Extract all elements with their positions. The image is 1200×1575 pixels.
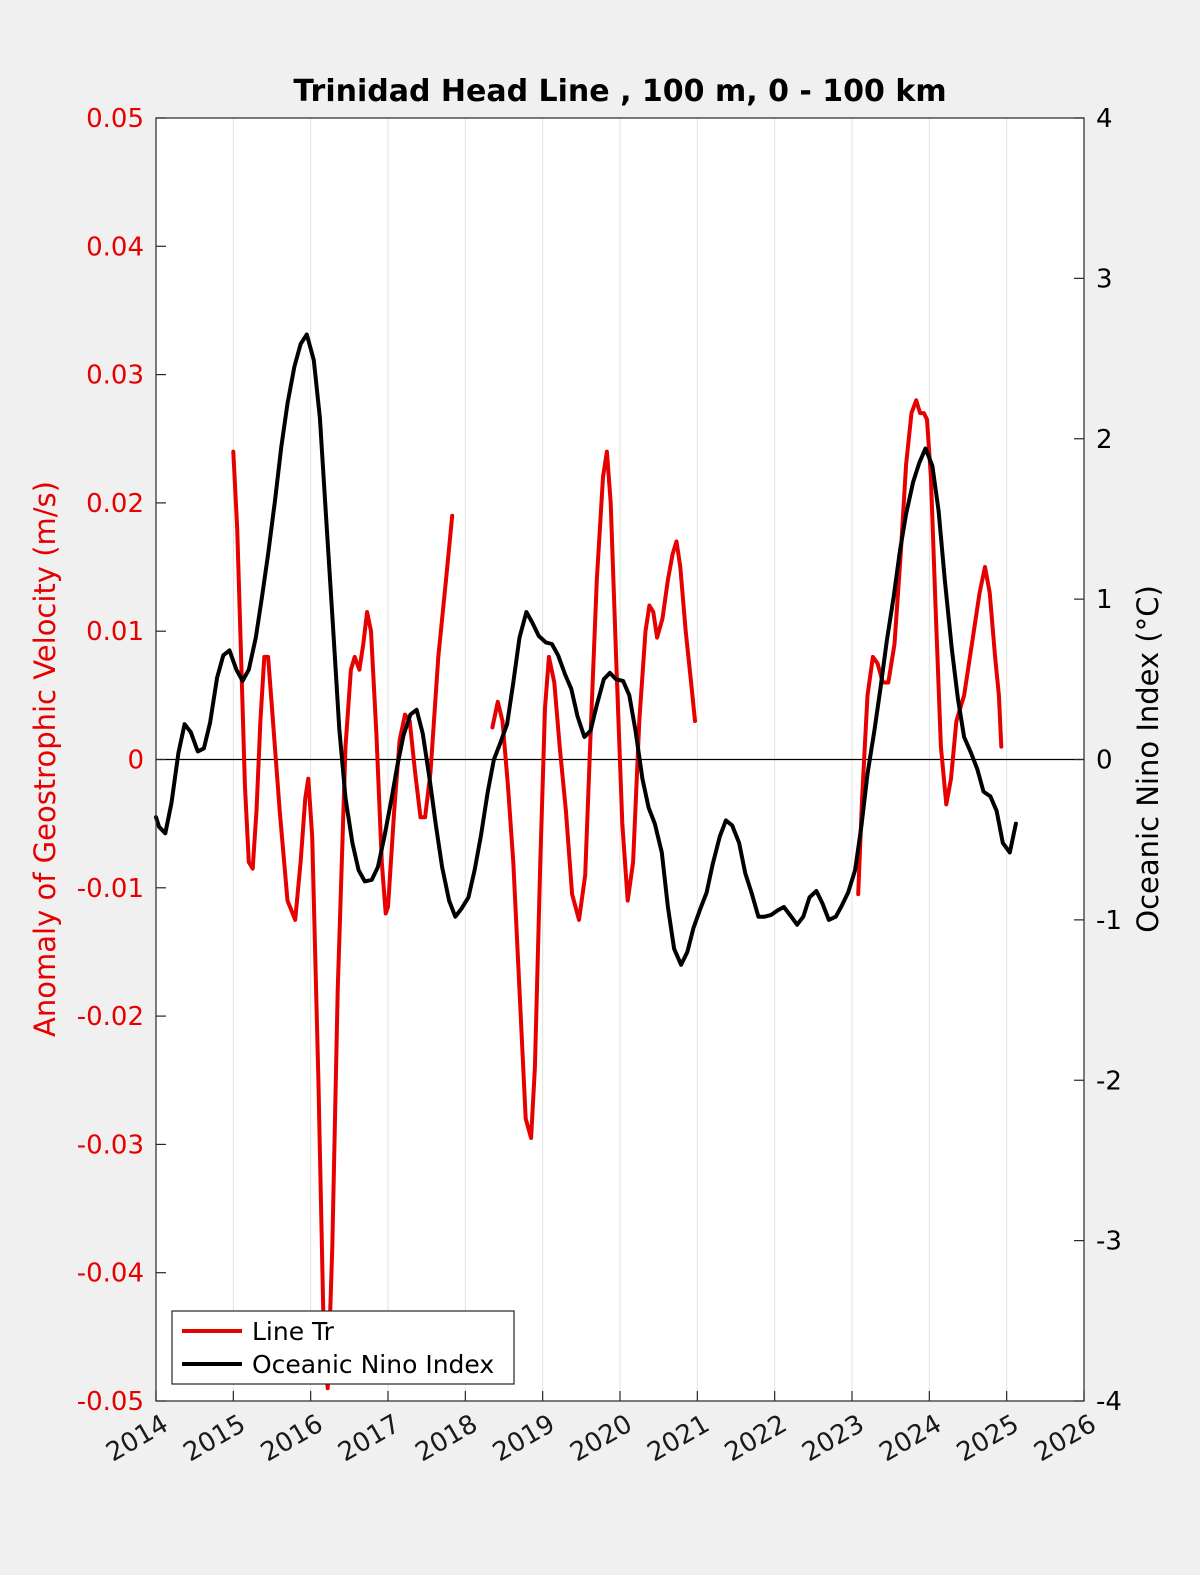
y-left-tick-label: 0.04 bbox=[86, 232, 144, 262]
y-axis-left-label: Anomaly of Geostrophic Velocity (m/s) bbox=[28, 481, 62, 1037]
y-left-tick-label: -0.01 bbox=[77, 874, 144, 904]
legend-oni-label: Oceanic Nino Index bbox=[252, 1350, 494, 1379]
legend-line-tr-label: Line Tr bbox=[252, 1317, 335, 1346]
y-right-tick-label: -4 bbox=[1096, 1387, 1122, 1417]
y-right-tick-label: 3 bbox=[1096, 264, 1113, 294]
y-axis-right-label: Oceanic Nino Index (°C) bbox=[1131, 585, 1165, 933]
y-left-tick-label: 0 bbox=[127, 746, 144, 776]
y-left-tick-label: 0.05 bbox=[86, 104, 144, 134]
axis-ticks: 2014 2015 2016 2017 2018 2019 2020 2021 2022 2023… bbox=[77, 104, 1122, 1468]
y-left-tick-label: 0.01 bbox=[86, 617, 144, 647]
y-right-tick-label: -3 bbox=[1096, 1227, 1122, 1257]
y-right-tick-label: -1 bbox=[1096, 906, 1122, 936]
y-left-tick-label: -0.02 bbox=[77, 1002, 144, 1032]
series-layer bbox=[154, 332, 1018, 1391]
y-right-tick-label: 4 bbox=[1096, 104, 1113, 134]
y-left-tick-label: -0.03 bbox=[77, 1130, 144, 1160]
y-right-tick-label: 2 bbox=[1096, 425, 1113, 455]
legend-box bbox=[171, 1310, 515, 1385]
y-right-tick-label: 1 bbox=[1096, 585, 1113, 615]
chart-title: Trinidad Head Line , 100 m, 0 - 100 km bbox=[293, 74, 946, 109]
y-right-tick-label: -2 bbox=[1096, 1066, 1122, 1096]
y-left-tick-label: -0.04 bbox=[77, 1259, 144, 1289]
y-left-tick-label: -0.05 bbox=[77, 1387, 144, 1417]
series-line-oceanic-nino-index bbox=[154, 332, 1018, 967]
series-line-line-tr bbox=[490, 449, 697, 1140]
legend: Line Tr Oceanic Nino Index bbox=[171, 1310, 515, 1385]
y-right-tick-label: 0 bbox=[1096, 746, 1113, 776]
y-left-tick-label: 0.02 bbox=[86, 489, 144, 519]
y-left-tick-label: 0.03 bbox=[86, 361, 144, 391]
